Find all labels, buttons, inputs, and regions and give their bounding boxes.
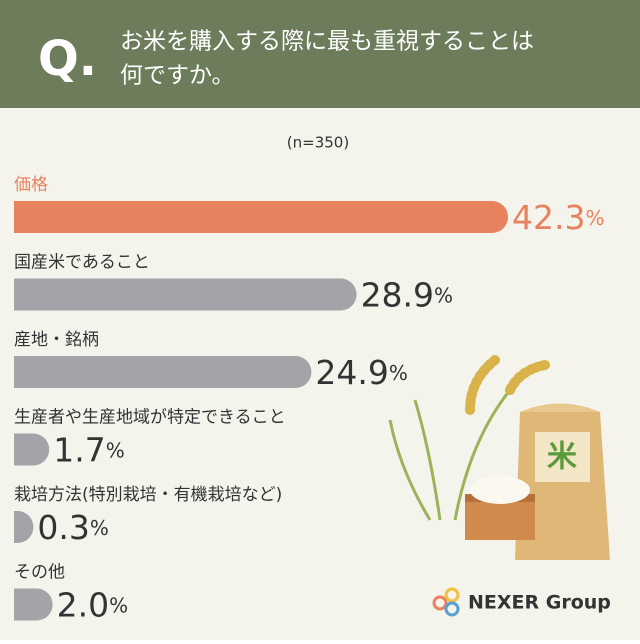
category-label: 国産米であること — [14, 253, 150, 273]
bar — [14, 278, 357, 311]
value-unit: % — [434, 283, 453, 307]
value-label: 42.3% — [512, 198, 605, 237]
value-label: 28.9% — [361, 275, 454, 314]
category-label: 生産者や生産地域が特定できること — [14, 408, 286, 428]
value-unit: % — [585, 206, 604, 230]
category-label: その他 — [14, 563, 65, 583]
title-line: 何ですか。 — [120, 63, 235, 89]
subtitle: (n=350) — [287, 134, 349, 152]
value-number: 24.9 — [315, 353, 388, 392]
value-number: 0.3 — [37, 508, 89, 547]
bar — [14, 356, 312, 388]
bar — [14, 588, 53, 621]
category-label: 価格 — [14, 175, 48, 195]
header — [0, 0, 640, 108]
category-label: 産地・銘柄 — [14, 330, 99, 350]
category-label: 栽培方法(特別栽培・有機栽培など) — [14, 485, 282, 505]
value-unit: % — [109, 593, 128, 617]
value-unit: % — [106, 438, 125, 462]
logo-text: NEXER Group — [468, 592, 611, 614]
value-number: 42.3 — [512, 198, 585, 237]
value-unit: % — [90, 516, 109, 540]
value-label: 0.3% — [37, 508, 109, 547]
bar — [14, 511, 34, 543]
value-unit: % — [389, 361, 408, 385]
value-label: 2.0% — [57, 585, 129, 624]
bar — [14, 433, 50, 466]
value-number: 2.0 — [57, 585, 109, 624]
q-mark: Q. — [38, 31, 97, 87]
value-label: 1.7% — [53, 430, 125, 469]
value-number: 28.9 — [361, 275, 434, 314]
logo: NEXER Group — [432, 587, 611, 617]
svg-text:米: 米 — [547, 440, 577, 475]
title-line: お米を購入する際に最も重視することは — [120, 29, 534, 55]
value-label: 24.9% — [315, 353, 408, 392]
value-number: 1.7 — [53, 430, 105, 469]
bar — [14, 201, 508, 233]
rice-illustration: 米 — [388, 355, 610, 560]
